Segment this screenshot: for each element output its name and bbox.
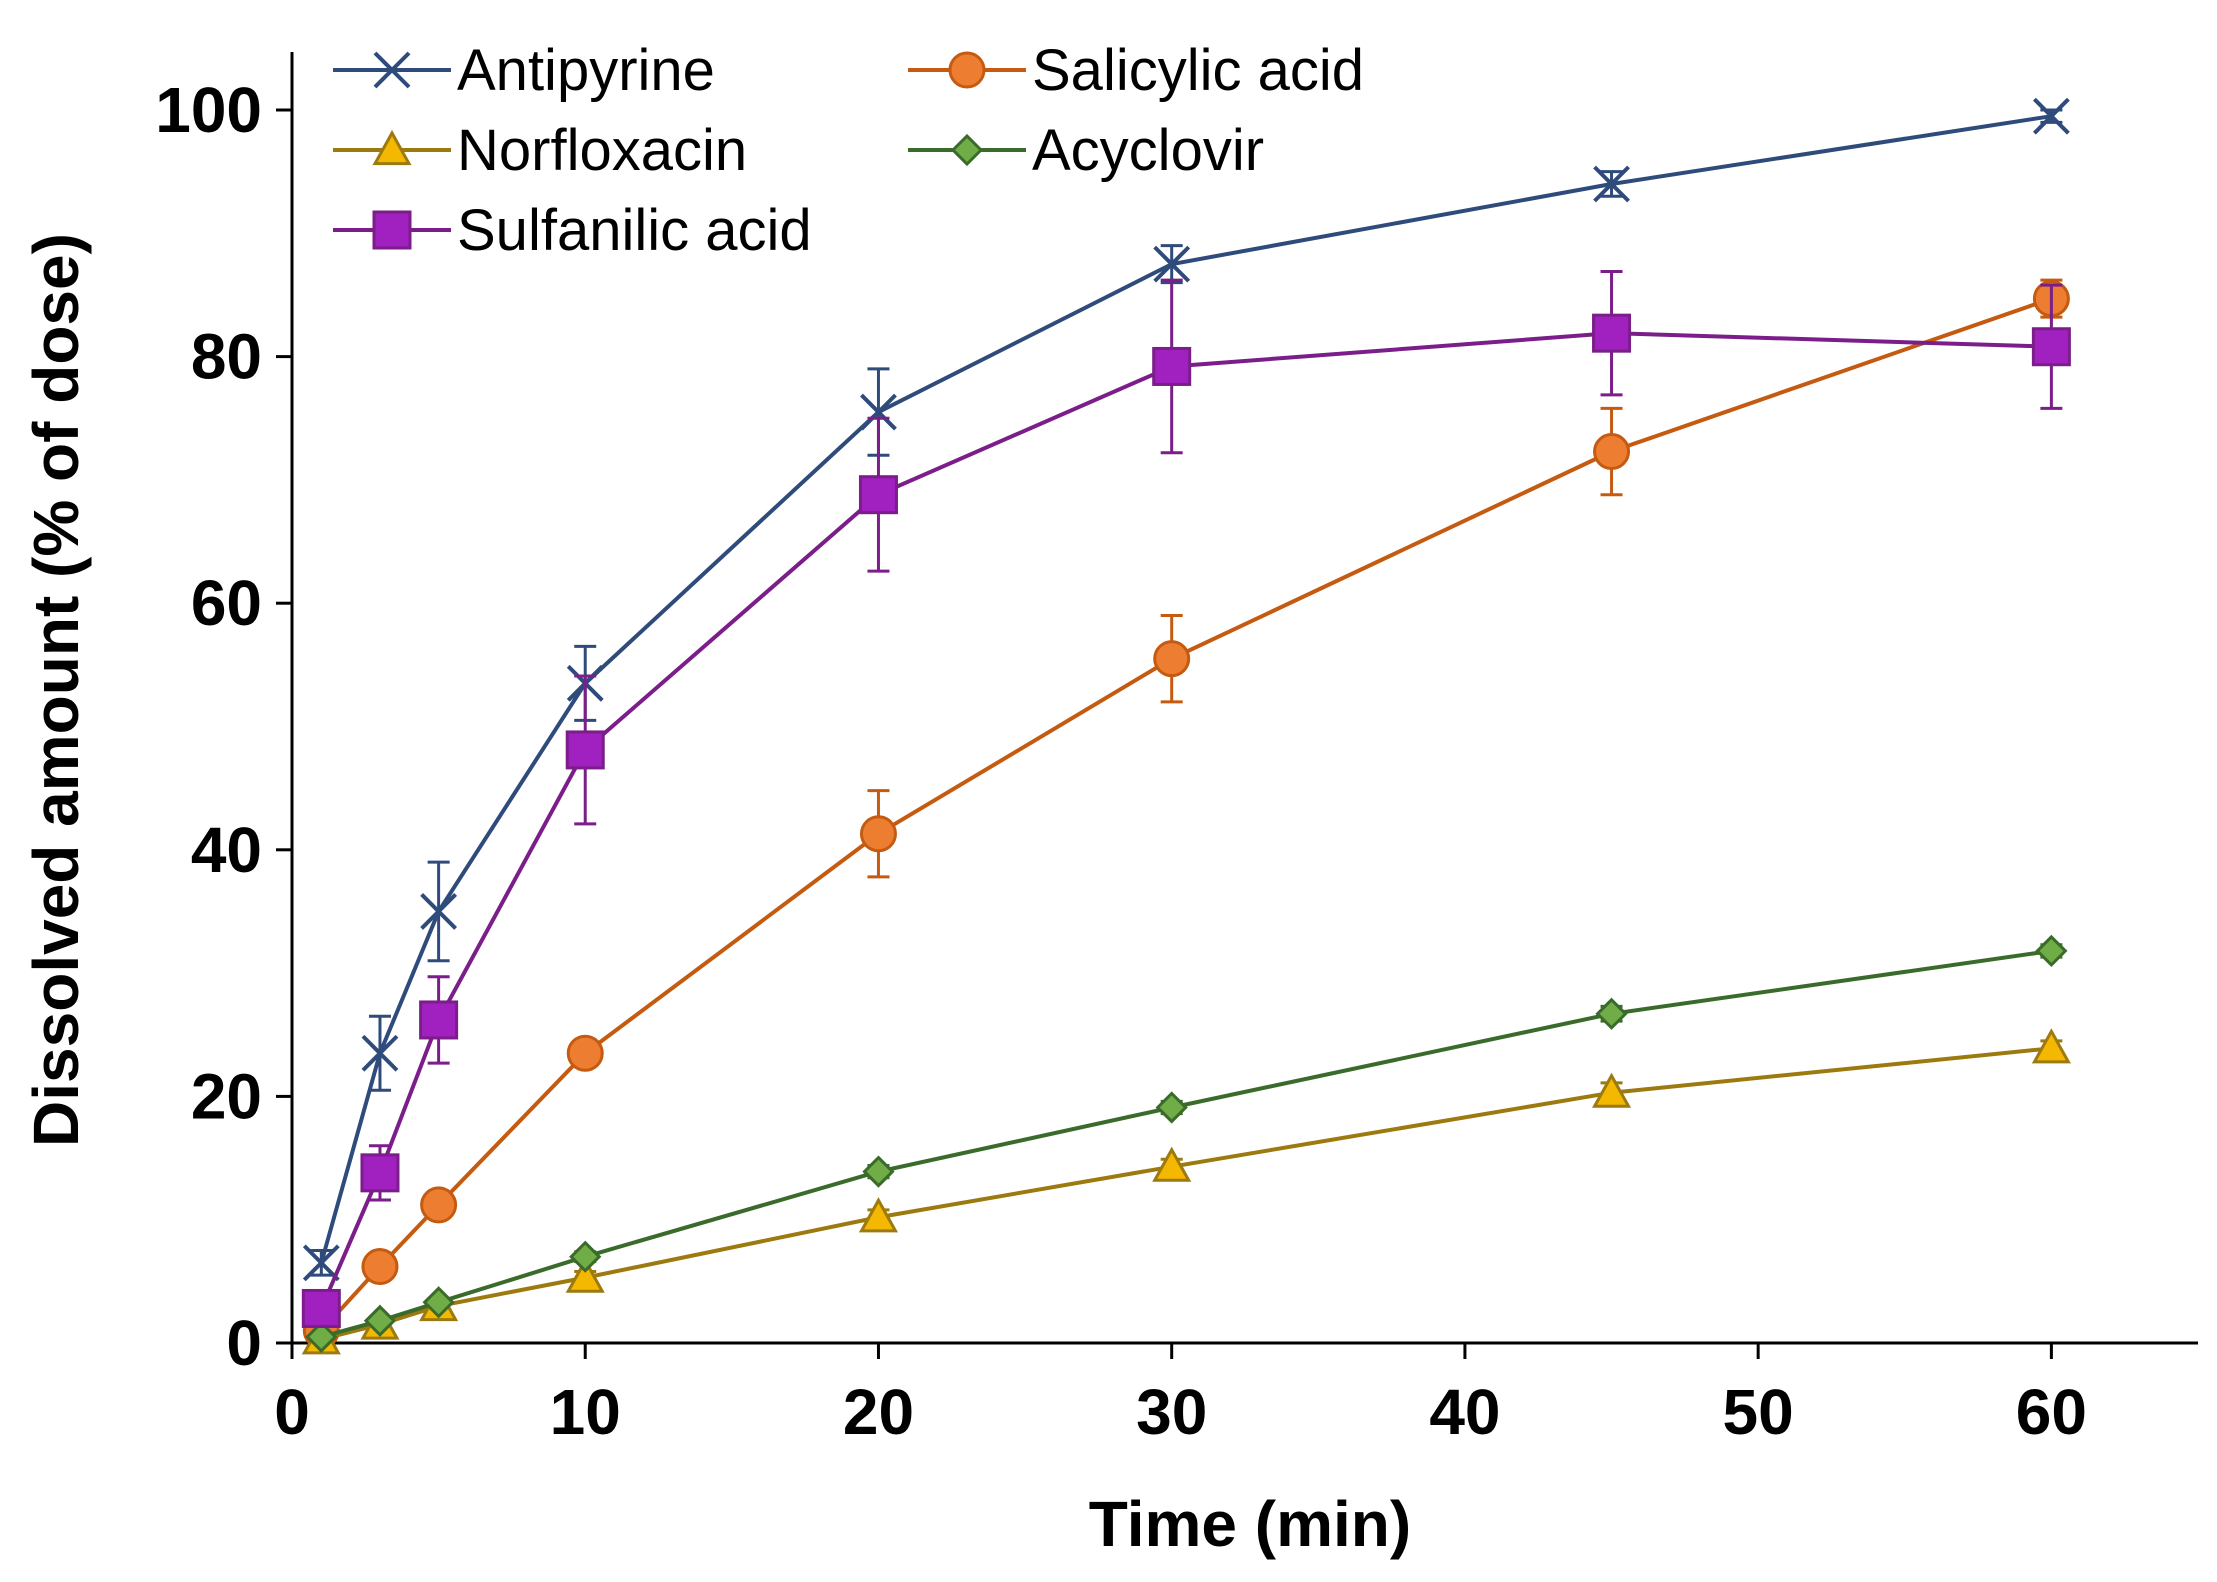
- data-point-antipyrine: [860, 393, 897, 431]
- series-acyclovir: [305, 934, 2068, 1353]
- legend-label-antipyrine: Antipyrine: [457, 38, 715, 103]
- data-point-sulfanilic-acid: [1152, 346, 1192, 386]
- data-point-acyclovir: [422, 1286, 455, 1319]
- legend: Antipyrine Salicylic acid Norfloxacin Acycl…: [333, 38, 1364, 263]
- x-tick-label: 10: [550, 1376, 621, 1448]
- data-point-sulfanilic-acid: [419, 1000, 459, 1040]
- data-point-antipyrine: [302, 1244, 340, 1282]
- y-tick-label: 80: [191, 321, 262, 393]
- data-point-sulfanilic-acid: [360, 1153, 400, 1193]
- axes-layer: 0 10 20 30 40 50 60 0 20 40 60 80 100: [155, 52, 2198, 1448]
- data-point-acyclovir: [1155, 1091, 1188, 1124]
- data-point-sulfanilic-acid: [301, 1288, 341, 1328]
- x-tick-label: 0: [274, 1376, 310, 1448]
- data-point-acyclovir: [1595, 997, 1628, 1030]
- data-point-antipyrine: [361, 1034, 399, 1072]
- series-norfloxacin: [301, 1028, 2071, 1355]
- data-point-norfloxacin: [858, 1197, 899, 1233]
- x-tick-label: 30: [1136, 1376, 1207, 1448]
- x-axis-title: Time (min): [1089, 1488, 1411, 1560]
- legend-item-antipyrine: Antipyrine: [333, 38, 715, 103]
- legend-marker-salicylic-acid: [948, 51, 986, 89]
- y-tick-label: 40: [191, 814, 262, 886]
- series-salicylic-acid: [302, 278, 2070, 1350]
- data-point-acyclovir: [862, 1155, 895, 1188]
- legend-item-sulfanilic-acid: Sulfanilic acid: [333, 198, 812, 263]
- data-point-acyclovir: [305, 1320, 338, 1353]
- x-tick-label: 40: [1429, 1376, 1500, 1448]
- series-antipyrine: [302, 97, 2070, 1282]
- data-point-sulfanilic-acid: [1592, 313, 1632, 353]
- legend-label-sulfanilic-acid: Sulfanilic acid: [457, 198, 812, 263]
- data-point-acyclovir: [363, 1304, 397, 1337]
- series-line-sulfanilic-acid: [319, 331, 2052, 1310]
- data-point-norfloxacin: [1152, 1146, 1192, 1182]
- data-point-sulfanilic-acid: [565, 730, 605, 770]
- series-layer: [301, 97, 2071, 1355]
- legend-label-norfloxacin: Norfloxacin: [457, 118, 747, 183]
- legend-label-salicylic-acid: Salicylic acid: [1032, 38, 1364, 103]
- series-line-norfloxacin: [320, 1046, 2052, 1342]
- data-point-salicylic-acid: [420, 1186, 458, 1224]
- data-point-salicylic-acid: [859, 815, 897, 853]
- data-point-salicylic-acid: [566, 1034, 604, 1072]
- y-tick-label: 60: [191, 567, 262, 639]
- legend-item-salicylic-acid: Salicylic acid: [908, 38, 1364, 103]
- data-point-antipyrine: [2032, 97, 2070, 135]
- legend-marker-acyclovir: [950, 133, 984, 167]
- legend-marker-antipyrine: [373, 51, 411, 89]
- data-point-norfloxacin: [565, 1257, 605, 1293]
- data-point-norfloxacin: [1591, 1072, 1632, 1108]
- data-point-acyclovir: [569, 1240, 602, 1273]
- data-point-antipyrine: [1593, 165, 1630, 203]
- y-tick-label: 20: [191, 1060, 262, 1132]
- data-point-norfloxacin: [2031, 1028, 2071, 1064]
- y-axis-title: Dissolved amount (% of dose): [20, 233, 92, 1147]
- data-point-salicylic-acid: [1593, 433, 1631, 471]
- data-point-salicylic-acid: [1153, 640, 1191, 678]
- legend-item-norfloxacin: Norfloxacin: [333, 118, 747, 183]
- data-point-antipyrine: [420, 893, 458, 930]
- data-point-salicylic-acid: [361, 1248, 399, 1286]
- legend-label-acyclovir: Acyclovir: [1032, 118, 1264, 183]
- x-tick-label: 50: [1723, 1376, 1794, 1448]
- series-line-antipyrine: [319, 114, 2052, 1264]
- series-sulfanilic-acid: [301, 270, 2071, 1328]
- legend-item-acyclovir: Acyclovir: [908, 118, 1264, 183]
- data-point-acyclovir: [2035, 934, 2068, 968]
- x-tick-label: 20: [843, 1376, 914, 1448]
- legend-marker-sulfanilic-acid: [372, 210, 412, 250]
- y-tick-label: 0: [226, 1307, 262, 1379]
- x-tick-label: 60: [2016, 1376, 2087, 1448]
- legend-marker-norfloxacin: [372, 129, 412, 166]
- y-tick-label: 100: [155, 74, 262, 146]
- data-point-sulfanilic-acid: [2031, 327, 2071, 367]
- data-point-antipyrine: [1153, 245, 1191, 283]
- data-point-sulfanilic-acid: [858, 475, 898, 515]
